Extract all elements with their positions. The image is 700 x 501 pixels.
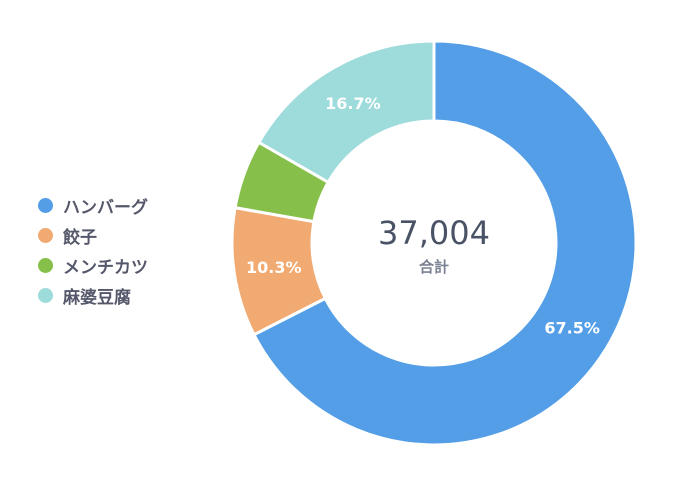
legend-swatch-hamburg <box>38 197 53 213</box>
legend-label-gyoza: 餃子 <box>63 227 97 248</box>
legend-item-gyoza[interactable]: 餃子 <box>38 220 148 250</box>
legend-label-mapo-tofu: 麻婆豆腐 <box>63 287 131 308</box>
slice-hamburg[interactable] <box>252 39 638 447</box>
slice-label-hamburg: 67.5% <box>544 319 600 338</box>
legend-swatch-mapo-tofu <box>38 287 53 303</box>
legend-swatch-gyoza <box>38 227 53 243</box>
legend-label-hamburg: ハンバーグ <box>63 197 148 218</box>
legend-item-mapo-tofu[interactable]: 麻婆豆腐 <box>38 280 148 310</box>
slice-mapo-tofu[interactable] <box>257 39 436 184</box>
slice-label-mapo-tofu: 16.7% <box>325 94 381 113</box>
center-total-value: 37,004 <box>378 214 490 252</box>
slice-labels: 67.5% 10.3% 16.7% <box>246 94 600 338</box>
legend-label-menchikatsu: メンチカツ <box>63 257 148 278</box>
legend-swatch-menchikatsu <box>38 257 53 273</box>
slice-label-gyoza: 10.3% <box>246 258 302 277</box>
center-total-caption: 合計 <box>418 258 449 276</box>
legend: ハンバーグ 餃子 メンチカツ 麻婆豆腐 <box>38 190 148 310</box>
donut-slices <box>230 39 638 447</box>
legend-item-menchikatsu[interactable]: メンチカツ <box>38 250 148 280</box>
legend-item-hamburg[interactable]: ハンバーグ <box>38 190 148 220</box>
